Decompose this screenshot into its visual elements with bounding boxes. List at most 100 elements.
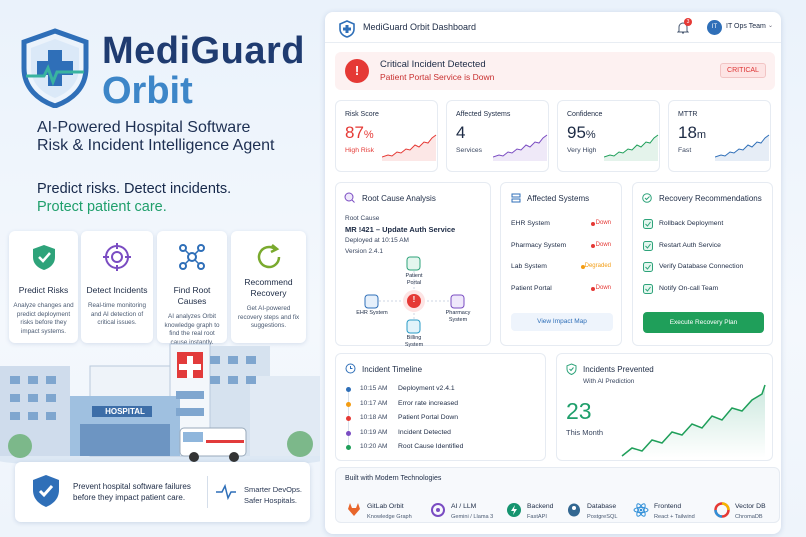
- dash-title: MediGuard Orbit Dashboard: [363, 22, 477, 32]
- event-time: 10:20 AM: [360, 443, 388, 450]
- feature-icon: [103, 243, 131, 271]
- system-name: Patient Portal: [511, 284, 552, 292]
- logo: [21, 28, 89, 108]
- metric-status: Very High: [567, 147, 597, 154]
- metric-label: Affected Systems: [456, 111, 511, 118]
- header-divider: [325, 42, 781, 43]
- prevented-period: This Month: [566, 428, 604, 437]
- root-cause-graph: [364, 256, 465, 334]
- view-impact-map-button[interactable]: View Impact Map: [511, 313, 613, 331]
- clock-icon: [345, 363, 356, 374]
- step-check: [643, 262, 653, 272]
- metric-value: 18: [678, 123, 697, 142]
- dash-logo: [339, 20, 355, 38]
- event-text: Deployment v2.4.1: [398, 385, 455, 392]
- timeline-dot: [346, 416, 351, 421]
- graph-node-label: Billing System: [404, 335, 424, 348]
- feature-desc: AI analyzes Orbit knowledge graph to fin…: [164, 313, 220, 346]
- alert-title: Critical Incident Detected: [380, 59, 486, 70]
- metric-label: MTTR: [678, 111, 698, 118]
- severity-badge: CRITICAL: [720, 63, 766, 78]
- metric-status: Services: [456, 147, 483, 154]
- tech-icon: [714, 502, 730, 518]
- affected-card: Affected Systems EHR System Down Pharmacy …: [500, 182, 622, 346]
- feature-icon-wrap: [30, 243, 58, 271]
- feature-icon-wrap: [103, 243, 131, 271]
- metric-card: Confidence 95% Very High: [557, 100, 660, 172]
- feature-card: Find Root Causes AI analyzes Orbit knowle…: [157, 231, 227, 346]
- card-title: Affected Systems: [527, 194, 590, 203]
- timeline-dot: [346, 387, 351, 392]
- event-time: 10:19 AM: [360, 428, 388, 436]
- feature-card: Recommend Recovery Get AI-powered recover…: [231, 231, 306, 343]
- card-title: Incident Timeline: [362, 365, 423, 374]
- sparkline: [493, 134, 548, 161]
- tech-name: AI / LLM: [451, 503, 477, 510]
- execute-recovery-button[interactable]: Execute Recovery Plan: [643, 312, 764, 333]
- recovery-card: Recovery Recommendations Rollback Deploy…: [632, 182, 773, 346]
- tech-icon: [507, 503, 521, 517]
- tech-icon: [348, 503, 360, 516]
- feature-card: Predict Risks Analyze changes and predict…: [9, 231, 78, 343]
- divider: [207, 476, 208, 508]
- alert: ! Critical Incident Detected Patient Por…: [335, 52, 775, 90]
- metric-unit: %: [585, 129, 596, 141]
- metric-value: 95: [567, 123, 586, 142]
- status-dot: [591, 243, 595, 248]
- event-time: 10:15 AM: [360, 385, 388, 392]
- card-title: Recovery Recommendations: [659, 194, 762, 203]
- tech-name: Frontend: [654, 503, 682, 510]
- event-text: Patient Portal Down: [398, 414, 459, 421]
- feature-card: Detect Incidents Real-time monitoring and…: [81, 231, 153, 343]
- sparkline: [604, 134, 659, 161]
- system-name: Lab System: [511, 263, 547, 270]
- tech-icon: [568, 503, 580, 517]
- feature-title: Predict Risks: [18, 285, 69, 295]
- tech-name: Vector DB: [735, 503, 766, 510]
- card-title: Root Cause Analysis: [362, 194, 436, 203]
- tech-detail: ChromaDB: [735, 514, 763, 520]
- pulse-icon: [216, 484, 236, 500]
- timeline-card: Incident Timeline 10:15 AM Deployment v2.…: [335, 353, 546, 461]
- sparkline: [382, 134, 437, 161]
- metric-status: Fast: [678, 147, 692, 154]
- feature-icon-wrap: [255, 243, 283, 271]
- tech-detail: Knowledge Graph: [367, 514, 412, 520]
- tech-detail: FastAPI: [527, 514, 547, 520]
- root-cause-change: MR !421 – Update Auth Service: [345, 225, 456, 234]
- prevented-trend: [621, 384, 766, 458]
- tech-name: Database: [587, 503, 617, 510]
- dropdown-caret[interactable]: ⌄: [768, 23, 774, 29]
- event-text: Incident Detected: [398, 428, 451, 436]
- feature-icon-wrap: [178, 243, 206, 271]
- status-dot: [581, 265, 585, 269]
- metric-value: 87: [345, 123, 364, 142]
- check-icon: [642, 193, 652, 203]
- metric-value-row: 87%: [345, 123, 374, 143]
- system-name: EHR System: [511, 220, 550, 227]
- feature-desc: Analyze changes and predict deployment r…: [13, 302, 74, 335]
- metric-card: Affected Systems 4 Services: [446, 100, 549, 172]
- root-cause-card: Root Cause Analysis Root Cause MR !421 –…: [335, 182, 491, 348]
- step-check: [643, 283, 653, 294]
- notification-badge: 3: [684, 18, 692, 26]
- graph-center: !: [412, 295, 416, 304]
- prevented-card: Incidents Prevented With AI Prediction 2…: [556, 353, 773, 461]
- metric-status: High Risk: [345, 147, 375, 154]
- card-title: Incidents Prevented: [583, 365, 654, 374]
- metric-label: Confidence: [567, 111, 603, 118]
- footer-shield: [33, 475, 59, 507]
- step-text: Rollback Deployment: [659, 220, 724, 227]
- user-name[interactable]: IT Ops Team: [726, 23, 766, 30]
- tech-icon: [633, 503, 649, 517]
- graph-node-label: EHR System: [356, 310, 388, 316]
- feature-desc: Real-time monitoring and AI detection of…: [87, 302, 147, 326]
- feature-desc: Get AI-powered recovery steps and fix su…: [237, 305, 300, 329]
- tech-detail: Gemini / Llama 3: [451, 514, 494, 520]
- tech-name: GitLab Orbit: [367, 503, 404, 510]
- tech-icon: [431, 503, 445, 517]
- avatar[interactable]: IT: [707, 20, 722, 35]
- timeline-dot: [346, 401, 351, 407]
- footer-motto: Smarter DevOps. Safer Hospitals.: [244, 485, 302, 505]
